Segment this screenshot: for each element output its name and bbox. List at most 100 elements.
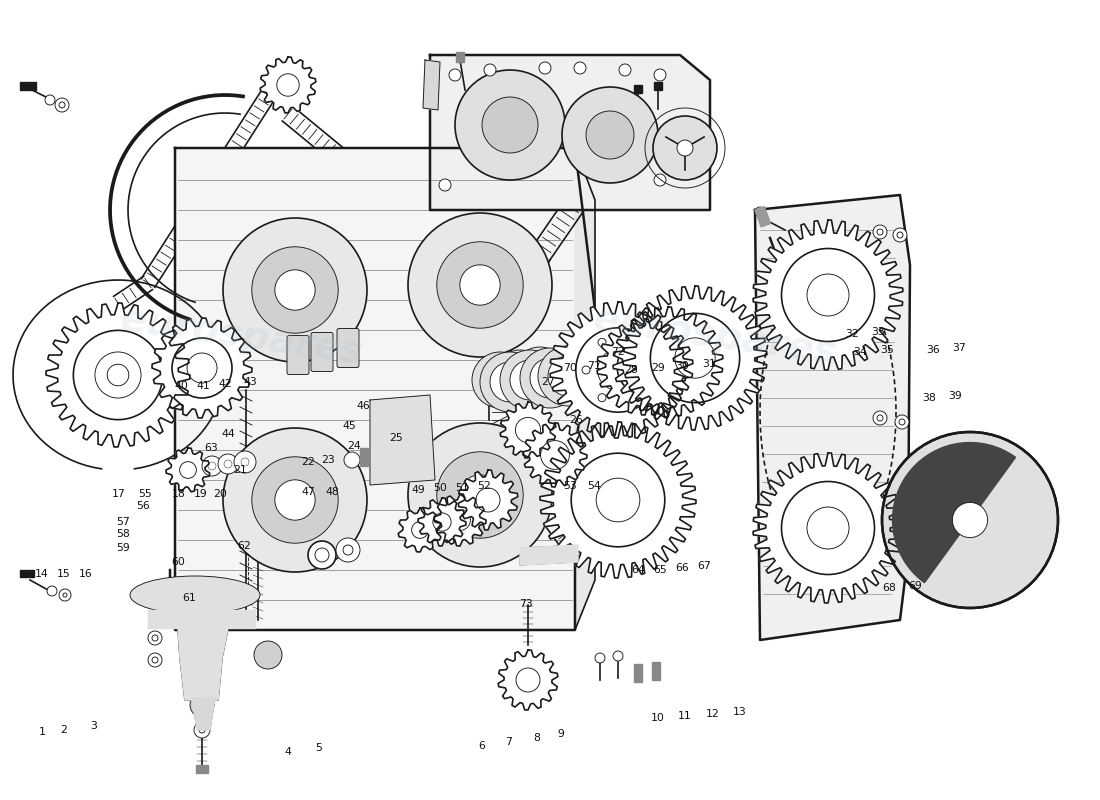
Circle shape (234, 451, 256, 473)
Circle shape (55, 98, 69, 112)
Circle shape (223, 428, 367, 572)
Circle shape (95, 352, 141, 398)
Circle shape (59, 102, 65, 108)
Circle shape (343, 545, 353, 555)
Polygon shape (398, 508, 442, 552)
Text: 36: 36 (926, 346, 939, 355)
Text: 17: 17 (112, 490, 125, 499)
Polygon shape (175, 148, 595, 630)
Text: 47: 47 (301, 487, 315, 497)
Bar (634, 664, 642, 682)
Circle shape (530, 358, 570, 398)
Circle shape (654, 69, 666, 81)
Text: 71: 71 (587, 362, 601, 371)
Text: 1: 1 (39, 727, 45, 737)
Polygon shape (754, 220, 903, 370)
Text: 8: 8 (534, 733, 540, 742)
Text: 55: 55 (139, 490, 152, 499)
Polygon shape (434, 494, 486, 546)
Text: 68: 68 (882, 583, 895, 593)
Bar (652, 662, 660, 680)
Circle shape (152, 657, 158, 663)
Bar (755, 206, 771, 227)
Circle shape (510, 360, 550, 400)
Circle shape (433, 513, 451, 531)
Circle shape (582, 366, 590, 374)
Polygon shape (540, 422, 696, 578)
Circle shape (630, 394, 638, 402)
Polygon shape (459, 470, 518, 530)
Polygon shape (575, 148, 595, 630)
Text: 10: 10 (651, 714, 664, 723)
Circle shape (520, 348, 580, 408)
Circle shape (202, 456, 222, 476)
Circle shape (490, 362, 530, 402)
Circle shape (676, 140, 693, 156)
Text: 43: 43 (244, 378, 257, 387)
Polygon shape (46, 303, 190, 447)
Text: 18: 18 (172, 490, 185, 499)
Circle shape (208, 462, 216, 470)
Text: 29: 29 (651, 363, 664, 373)
Text: 44: 44 (222, 429, 235, 438)
Circle shape (586, 111, 634, 159)
Circle shape (540, 441, 570, 470)
Text: 24: 24 (348, 442, 361, 451)
Circle shape (873, 411, 887, 425)
Polygon shape (500, 402, 556, 458)
Circle shape (650, 314, 739, 402)
Circle shape (223, 218, 367, 362)
Circle shape (437, 452, 524, 538)
Circle shape (617, 339, 673, 395)
Circle shape (953, 502, 988, 538)
Circle shape (574, 62, 586, 74)
Text: 26: 26 (570, 415, 583, 425)
Circle shape (449, 69, 461, 81)
Circle shape (460, 265, 500, 305)
Circle shape (439, 179, 451, 191)
Circle shape (472, 352, 528, 408)
Polygon shape (418, 498, 466, 546)
Circle shape (653, 116, 717, 180)
Text: 48: 48 (326, 487, 339, 497)
Circle shape (450, 510, 471, 530)
Text: 42: 42 (219, 379, 232, 389)
Polygon shape (166, 448, 210, 492)
Polygon shape (613, 307, 723, 417)
Text: 4: 4 (285, 747, 292, 757)
Circle shape (502, 360, 538, 396)
Circle shape (218, 454, 238, 474)
Circle shape (598, 338, 606, 346)
Text: 65: 65 (653, 565, 667, 574)
Text: eurospares: eurospares (118, 300, 366, 372)
Circle shape (539, 62, 551, 74)
Circle shape (148, 653, 162, 667)
Circle shape (152, 635, 158, 641)
Circle shape (548, 356, 588, 396)
Circle shape (597, 350, 638, 390)
Text: 59: 59 (117, 543, 130, 553)
Circle shape (571, 453, 664, 547)
Text: 5: 5 (316, 743, 322, 753)
Circle shape (598, 394, 606, 402)
Text: 57: 57 (117, 517, 130, 526)
Circle shape (512, 347, 568, 403)
Text: 64: 64 (631, 565, 645, 574)
Text: 70: 70 (563, 363, 576, 373)
Circle shape (781, 482, 875, 574)
Bar (20, 82, 36, 90)
Bar (634, 85, 642, 93)
Text: 45: 45 (343, 421, 356, 430)
Circle shape (492, 350, 548, 406)
Text: 9: 9 (558, 730, 564, 739)
Text: 6: 6 (478, 741, 485, 750)
Text: 49: 49 (411, 485, 425, 494)
Circle shape (595, 653, 605, 663)
Circle shape (882, 432, 1058, 608)
Circle shape (674, 338, 715, 378)
Circle shape (516, 668, 540, 692)
Circle shape (646, 366, 654, 374)
Text: 32: 32 (846, 330, 859, 339)
Text: 62: 62 (238, 541, 251, 550)
Text: 3: 3 (90, 722, 97, 731)
